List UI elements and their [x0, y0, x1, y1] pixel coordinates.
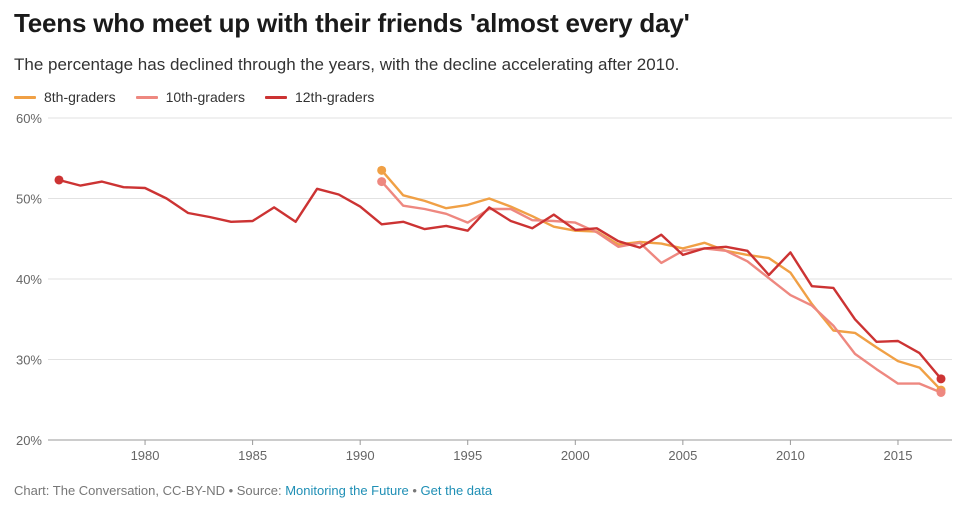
legend-label-12th-graders: 12th-graders [294, 89, 375, 105]
series-end-point-12th-graders [936, 374, 946, 384]
legend-item-8th-graders[interactable]: 8th-graders [14, 89, 116, 105]
legend-swatch-12th-graders [264, 95, 287, 99]
y-tick-label: 30% [16, 353, 42, 368]
chart-title: Teens who meet up with their friends 'al… [14, 8, 690, 38]
legend-swatch-8th-graders [14, 95, 36, 99]
legend-item-10th-graders[interactable]: 10th-graders [135, 89, 245, 105]
legend-swatch-10th-graders [135, 95, 158, 99]
series-end-point-10th-graders [936, 388, 946, 398]
get-data-link[interactable]: Get the data [420, 483, 493, 498]
series-line-10th-graders [380, 180, 943, 394]
x-tick-label: 2010 [776, 448, 805, 463]
series-line-8th-graders [380, 169, 943, 392]
series-start-point-12th-graders [54, 175, 64, 185]
x-tick-label: 2000 [561, 448, 590, 463]
source-link[interactable]: Monitoring the Future [285, 483, 409, 498]
x-tick-label: 2015 [884, 448, 913, 463]
footer-separator: • Source: [224, 483, 286, 498]
legend-label-8th-graders: 8th-graders [44, 89, 116, 105]
x-tick-label: 1995 [453, 448, 482, 463]
legend: 8th-graders 10th-graders 12th-graders [14, 89, 374, 105]
x-tick-label: 1980 [131, 448, 160, 463]
credit-text: Chart: The Conversation, CC-BY-ND [14, 483, 225, 498]
x-tick-label: 1985 [238, 448, 267, 463]
series-line-12th-graders [57, 178, 943, 380]
x-tick-label: 1990 [346, 448, 375, 463]
x-tick-label: 2005 [668, 448, 697, 463]
y-tick-label: 20% [16, 433, 42, 448]
y-tick-label: 40% [16, 272, 42, 287]
y-tick-label: 50% [16, 192, 42, 207]
series-start-point-10th-graders [377, 177, 387, 187]
chart-footer: Chart: The Conversation, CC-BY-ND • Sour… [14, 483, 492, 498]
legend-item-12th-graders[interactable]: 12th-graders [264, 89, 375, 105]
footer-separator: • [408, 483, 421, 498]
series-start-point-8th-graders [377, 165, 387, 175]
legend-label-10th-graders: 10th-graders [165, 89, 245, 105]
y-tick-label: 60% [16, 111, 42, 126]
chart-subtitle: The percentage has declined through the … [14, 55, 680, 74]
